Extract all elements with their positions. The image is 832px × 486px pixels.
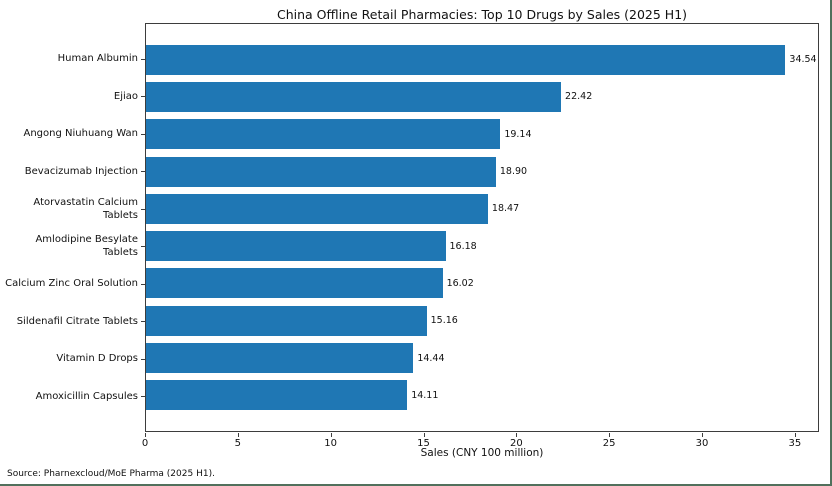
bar-human-albumin	[146, 44, 786, 75]
x-tick-label: 30	[695, 438, 709, 449]
y-tick-label-sildenafil-citrate-tablets: Sildenafil Citrate Tablets	[16, 315, 138, 327]
y-tick-label-amlodipine-besylate-tablets: Amlodipine Besylate Tablets	[35, 234, 138, 259]
y-tick-mark	[141, 321, 145, 323]
x-tick-label: 5	[234, 438, 242, 449]
bar-value-label: 15.16	[430, 315, 458, 327]
bar-row-human-albumin: 34.54	[146, 41, 818, 78]
bar-value-label: 14.44	[417, 352, 445, 364]
bar-value-label: 22.42	[565, 91, 593, 103]
y-axis-ticks	[141, 23, 145, 432]
bar-atorvastatin-calcium-tablets	[146, 193, 488, 224]
bar-row-angong-niuhuang-wan: 19.14	[146, 116, 818, 153]
chart-title: China Offline Retail Pharmacies: Top 10 …	[276, 7, 688, 22]
bar-sildenafil-citrate-tablets	[146, 305, 427, 336]
y-tick-label-ejiao: Ejiao	[113, 90, 138, 102]
y-tick-label-calcium-zinc-oral-solution: Calcium Zinc Oral Solution	[5, 278, 138, 290]
y-tick-label-bevacizumab-injection: Bevacizumab Injection	[24, 165, 138, 177]
bar-ejiao	[146, 81, 562, 112]
bar-value-label: 19.14	[504, 128, 532, 140]
y-axis-labels: Human Albumin Ejiao Angong Niuhuang Wan Bev…	[0, 23, 138, 432]
x-tick-label: 35	[788, 438, 802, 449]
x-tick-mark	[330, 433, 332, 437]
y-tick-mark	[141, 358, 145, 360]
x-tick-label: 25	[602, 438, 616, 449]
y-tick-mark	[141, 246, 145, 248]
source-note: Source: Pharnexcloud/MoE Pharma (2025 H1…	[7, 469, 215, 479]
bar-row-amlodipine-besylate-tablets: 16.18	[146, 227, 818, 264]
bar-calcium-zinc-oral-solution	[146, 268, 443, 299]
bar-row-calcium-zinc-oral-solution: 16.02	[146, 265, 818, 302]
y-tick-label-amoxicillin-capsules: Amoxicillin Capsules	[35, 390, 138, 402]
plot-area: 34.54 22.42 19.14 18.90 18.47 16.18 16.02 15.16…	[145, 23, 819, 432]
x-tick-label: 20	[509, 438, 523, 449]
x-tick-mark	[702, 433, 704, 437]
bar-row-vitamin-d-drops: 14.44	[146, 339, 818, 376]
bar-row-sildenafil-citrate-tablets: 15.16	[146, 302, 818, 339]
bar-row-ejiao: 22.42	[146, 78, 818, 115]
bar-row-atorvastatin-calcium-tablets: 18.47	[146, 190, 818, 227]
x-tick-label: 0	[141, 438, 149, 449]
x-tick-label: 15	[417, 438, 430, 449]
bar-value-label: 18.90	[499, 166, 528, 178]
x-tick-mark	[516, 433, 518, 437]
bar-row-amoxicillin-capsules: 14.11	[146, 377, 818, 414]
bar-angong-niuhuang-wan	[146, 119, 501, 150]
y-tick-mark	[141, 208, 145, 210]
x-axis-ticks: 0 5 10 15 20 25 30 35	[141, 433, 819, 451]
bar-value-label: 14.11	[411, 389, 439, 401]
bar-vitamin-d-drops	[146, 343, 414, 374]
x-tick-label: 10	[324, 438, 338, 449]
y-tick-mark	[141, 283, 145, 285]
y-tick-mark	[141, 58, 145, 60]
x-axis-label: Sales (CNY 100 million)	[420, 447, 544, 459]
y-tick-mark	[141, 96, 145, 98]
bar-value-label: 16.02	[446, 277, 474, 289]
bar-value-label: 16.18	[449, 240, 477, 252]
bar-bevacizumab-injection	[146, 156, 496, 187]
y-tick-mark	[141, 396, 145, 398]
y-tick-label-angong-niuhuang-wan: Angong Niuhuang Wan	[23, 128, 139, 140]
bar-value-label: 34.54	[789, 54, 817, 66]
y-tick-mark	[141, 133, 145, 135]
bar-amlodipine-besylate-tablets	[146, 231, 446, 262]
y-tick-label-human-albumin: Human Albumin	[57, 53, 138, 65]
bar-row-bevacizumab-injection: 18.90	[146, 153, 818, 190]
y-tick-mark	[141, 171, 145, 173]
x-tick-mark	[794, 433, 796, 437]
bar-amoxicillin-capsules	[146, 380, 408, 411]
x-tick-mark	[237, 433, 239, 437]
y-tick-label-vitamin-d-drops: Vitamin D Drops	[56, 353, 138, 365]
x-tick-mark	[145, 433, 146, 437]
x-tick-mark	[609, 433, 611, 437]
y-tick-label-atorvastatin-calcium-tablets: Atorvastatin Calcium Tablets	[33, 196, 138, 221]
x-tick-mark	[423, 433, 425, 437]
bar-value-label: 18.47	[491, 203, 520, 215]
